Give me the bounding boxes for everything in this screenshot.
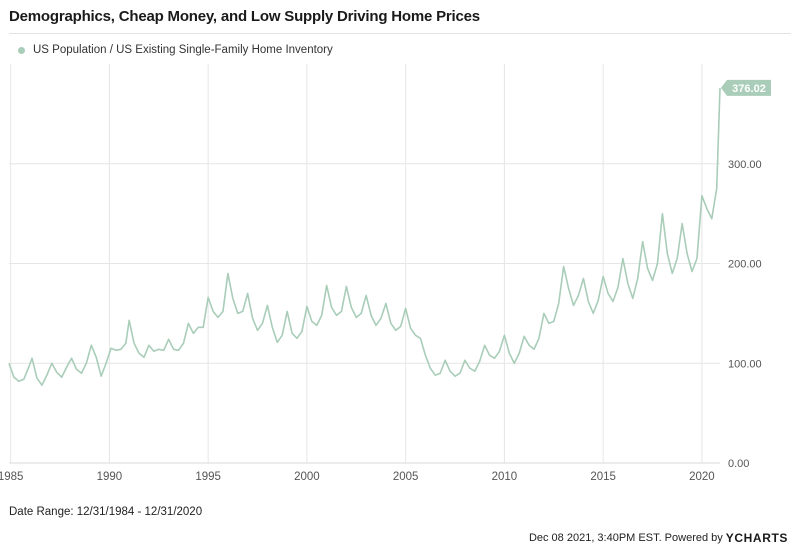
chart-title: Demographics, Cheap Money, and Low Suppl… [9,8,480,25]
legend-label: US Population / US Existing Single-Famil… [33,44,333,56]
footer: Dec 08 2021, 3:40PM EST. Powered by YCHA… [529,531,788,545]
x-tick-label: 2010 [492,471,518,483]
y-tick-label: 300.00 [728,159,762,171]
x-tick-label: 1990 [97,471,123,483]
legend[interactable]: US Population / US Existing Single-Famil… [18,44,333,56]
last-value-flag [721,79,771,96]
logo-y: Y [725,531,735,545]
x-tick-label: 1985 [0,471,23,483]
series-line [8,87,721,386]
last-value-label: 376.02 [732,83,766,95]
x-tick-label: 2005 [393,471,419,483]
legend-marker [18,46,25,54]
y-tick-label: 100.00 [728,358,762,370]
title-divider [9,33,791,34]
x-tick-label: 2000 [294,471,320,483]
x-tick-label: 2015 [590,471,616,483]
footer-timestamp: Dec 08 2021, 3:40PM EST. Powered by [528,532,723,544]
ycharts-logo[interactable]: YCHARTS [726,531,788,545]
logo-text: CHARTS [734,531,788,545]
y-tick-label: 200.00 [728,259,762,271]
y-tick-label: 0.00 [728,458,749,470]
x-tick-label: 1995 [195,471,221,483]
date-range-label: Date Range: 12/31/1984 - 12/31/2020 [9,506,203,518]
x-tick-label: 2020 [689,471,715,483]
